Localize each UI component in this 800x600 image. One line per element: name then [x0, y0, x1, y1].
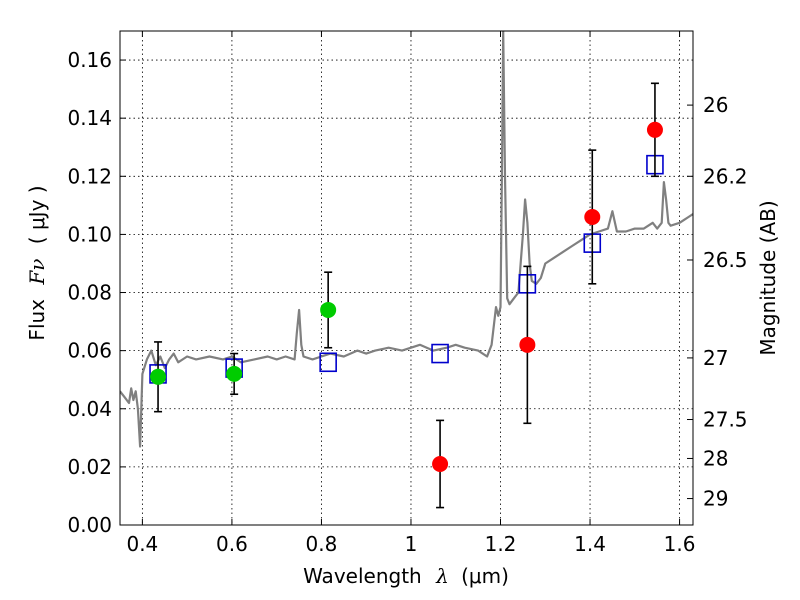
y-tick-label: 0.04 [67, 397, 112, 421]
y2-axis-label: Magnitude (AB) [756, 200, 780, 355]
optical-detection-point [150, 368, 167, 385]
optical-detection-point [226, 365, 243, 382]
x-axis-label-text: Wavelength [303, 564, 422, 588]
sed-model-line [120, 31, 693, 448]
y-axis-label-text: Flux [25, 299, 49, 341]
y-tick-label: 0.10 [67, 222, 112, 246]
y2-tick-label: 29 [703, 487, 728, 511]
y-tick-label: 0.12 [67, 164, 112, 188]
model-photometry-square [431, 343, 449, 364]
y-axis-label: Flux Fν ( μJy ) [25, 185, 49, 340]
grid-lines [120, 31, 693, 526]
x-tick-label: 1 [405, 532, 418, 556]
y-tick-label: 0.06 [67, 339, 112, 363]
y2-tick-label: 26 [703, 93, 728, 117]
nir-detection-point [584, 208, 601, 225]
y2-tick-label: 26.5 [703, 248, 748, 272]
nir-detection-point [432, 455, 449, 472]
y-tick-label: 0.00 [67, 513, 112, 537]
model-photometry-square [319, 352, 337, 373]
x-tick-label: 0.6 [216, 532, 248, 556]
y-tick-label: 0.08 [67, 281, 112, 305]
x-tick-label: 0.8 [306, 532, 338, 556]
x-tick-label: 1.6 [664, 532, 696, 556]
plot-area [120, 31, 693, 509]
x-axis-label: Wavelength λ (μm) [303, 564, 509, 588]
nir-detection-point [519, 336, 536, 353]
y-axis-label-unit: ( μJy ) [25, 185, 49, 244]
y-tick-label: 0.16 [67, 48, 112, 72]
x-tick-label: 0.4 [126, 532, 158, 556]
y-tick-label: 0.02 [67, 455, 112, 479]
y-tick-label: 0.14 [67, 106, 112, 130]
y2-tick-label: 27.5 [703, 408, 748, 432]
y2-tick-label: 26.2 [703, 164, 748, 188]
optical-detection-point [320, 301, 337, 318]
y2-tick-label: 27 [703, 346, 728, 370]
x-axis-label-unit: (μm) [461, 564, 509, 588]
x-tick-label: 1.2 [485, 532, 517, 556]
x-axis-label-symbol: λ [435, 564, 449, 588]
axis-ticks: 0.4 0.6 0.8 1 1.2 1.4 1.6 0.00 0.02 0.04 0.06 0.08 0… [67, 31, 748, 556]
y2-tick-label: 28 [703, 446, 728, 470]
nir-detection-point [646, 121, 663, 138]
plot-frame [119, 30, 694, 526]
y-axis-label-symbol: Fν [25, 259, 49, 286]
x-tick-label: 1.4 [574, 532, 606, 556]
